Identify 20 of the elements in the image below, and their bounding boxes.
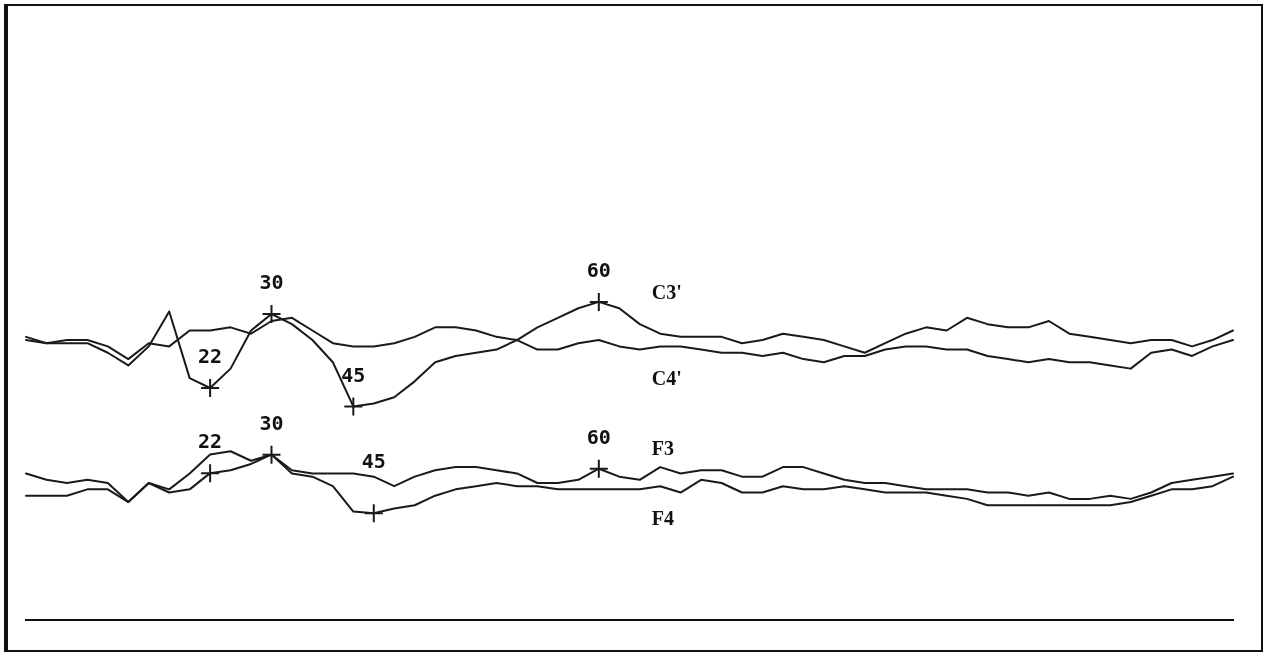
point xyxy=(363,503,384,524)
point xyxy=(261,444,282,465)
point xyxy=(343,396,364,417)
point xyxy=(200,378,221,399)
point xyxy=(588,291,609,312)
annotation: 60 xyxy=(586,258,611,283)
annotation: 45 xyxy=(341,362,366,387)
point xyxy=(200,463,221,484)
point xyxy=(261,303,282,324)
point xyxy=(588,458,609,479)
annotation: 22 xyxy=(198,344,223,369)
annotation: 30 xyxy=(259,270,284,295)
series-label: F4 xyxy=(651,506,674,529)
series-label: C3' xyxy=(651,281,682,304)
series-label: C4' xyxy=(651,366,682,389)
annotation: 45 xyxy=(361,449,386,474)
annotation: 60 xyxy=(586,424,611,449)
series-label: F3 xyxy=(651,436,674,459)
annotation: 30 xyxy=(259,410,284,435)
annotation: 22 xyxy=(198,429,223,454)
